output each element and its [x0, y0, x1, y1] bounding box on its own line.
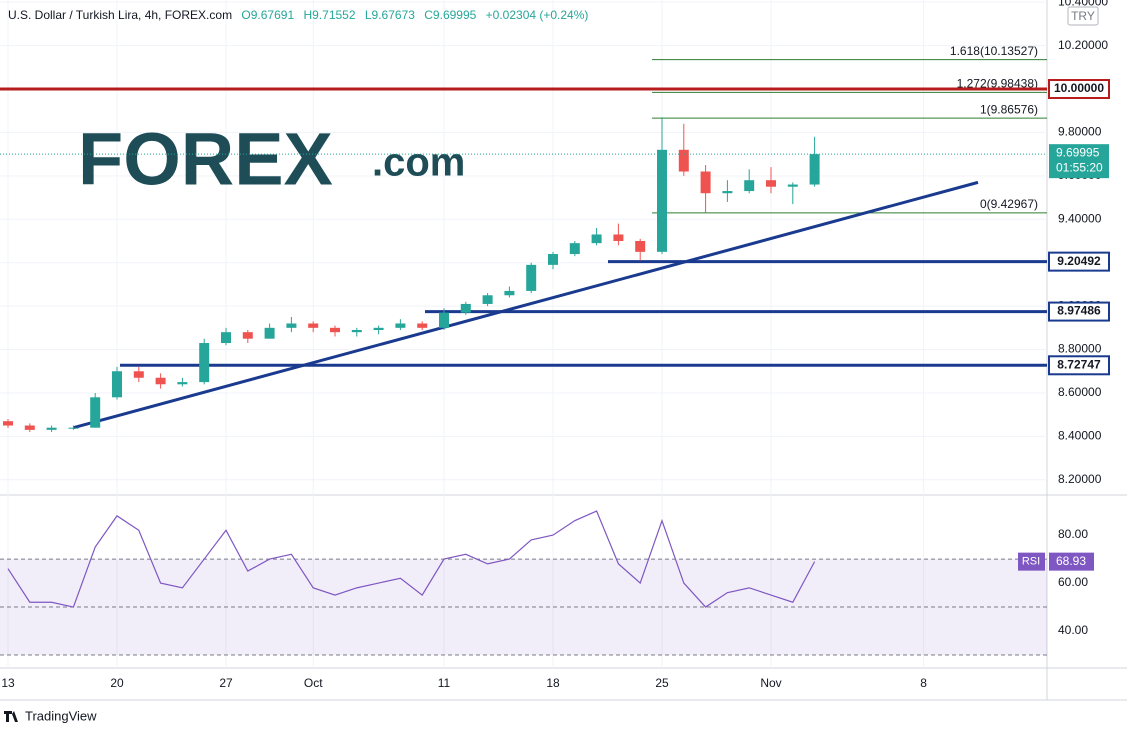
candle-body: [635, 240, 646, 252]
fib-label: 1(9.86576): [980, 102, 1038, 116]
x-tick-label: 18: [546, 676, 560, 690]
y-tick-label: 9.80000: [1058, 125, 1102, 139]
candle-body: [221, 332, 231, 344]
fib-label: 0(9.42967): [980, 197, 1038, 211]
x-tick-label: 8: [920, 676, 927, 690]
candle-body: [504, 290, 515, 296]
candle-body: [657, 149, 667, 252]
candle-body: [3, 421, 13, 426]
level-badge: [1048, 355, 1110, 376]
candle-body: [460, 303, 471, 313]
plot: 1.618(10.13527) 1.272(9.98438) 1(9.86576) 0…: [0, 44, 1047, 656]
candle-body: [613, 234, 624, 241]
candle-body: [439, 312, 449, 328]
candle-body: [722, 191, 733, 194]
currency-box: [1067, 6, 1099, 26]
x-tick-label: 20: [110, 676, 124, 690]
candle-body: [569, 243, 580, 255]
countdown: 01:55:20: [1056, 160, 1103, 174]
candle-body: [264, 327, 275, 339]
candle-body: [242, 332, 253, 339]
candle-body: [526, 264, 537, 291]
candle-body: [373, 327, 384, 330]
y-tick-label: 8.40000: [1058, 429, 1102, 443]
x-tick-label: Nov: [760, 676, 781, 690]
candle-body: [68, 427, 79, 429]
x-tick-label: 13: [1, 676, 15, 690]
logo-brand: FOREX: [78, 118, 333, 201]
symbol: U.S. Dollar / Turkish Lira, 4h, FOREX.co…: [8, 8, 232, 22]
candle-body: [351, 330, 362, 333]
level-badge: [1048, 251, 1110, 272]
rsi-value-badge: [1049, 552, 1094, 571]
candle-body: [308, 323, 319, 328]
open: O9.67691: [241, 8, 294, 22]
candle-body: [744, 180, 755, 192]
level-badge-label: 8.72747: [1057, 357, 1101, 371]
footer: TradingView: [25, 708, 97, 723]
y-tick-label: 10.40000: [1058, 0, 1108, 8]
y-tick-label: 60.00: [1058, 575, 1088, 589]
candle-body: [700, 171, 711, 194]
y-tick-label: 80.00: [1058, 527, 1088, 541]
header: U.S. Dollar / Turkish Lira, 4h, FOREX.co…: [8, 8, 588, 22]
x-tick-label: 25: [655, 676, 669, 690]
candle-body: [112, 371, 122, 398]
candle-body: [482, 295, 493, 304]
candle-body: [809, 154, 820, 185]
x-tick-label: 11: [438, 676, 451, 690]
candle-body: [24, 425, 35, 430]
candle-body: [286, 323, 297, 328]
candle-body: [330, 327, 340, 333]
y-tick-label: 8.20000: [1058, 472, 1102, 486]
y-tick-label: 8.60000: [1058, 385, 1102, 399]
candle-body: [155, 377, 166, 385]
candle-body: [90, 397, 101, 428]
fib-label: 1.618(10.13527): [950, 44, 1038, 58]
candle-body: [395, 323, 406, 328]
level-badge: [1048, 79, 1110, 100]
rsi-title: RSI: [1022, 556, 1040, 568]
y-tick-label: 9.40000: [1058, 211, 1102, 225]
candle-body: [591, 234, 602, 244]
y-tick-label: 10.20000: [1058, 38, 1108, 52]
level-badge: [1048, 301, 1110, 322]
last-price-label: 9.69995: [1056, 145, 1100, 159]
rsi-line: [7, 510, 816, 608]
fib-label: 1.272(9.98438): [957, 77, 1038, 91]
candle-body: [766, 180, 776, 187]
rsi-band: [0, 559, 1047, 656]
low: L9.67673: [365, 8, 415, 22]
trendline: [73, 180, 979, 430]
level-badge-label: 8.97486: [1057, 304, 1101, 318]
last-price-badge: [1049, 144, 1109, 179]
y-tick-label: 40.00: [1058, 623, 1088, 637]
high: H9.71552: [303, 8, 355, 22]
rsi-value-label: 68.93: [1056, 554, 1086, 568]
candle-body: [46, 427, 57, 430]
candle-body: [133, 371, 144, 378]
x-tick-label: 27: [219, 676, 233, 690]
tv-logo: [4, 711, 18, 722]
x-tick-label: Oct: [304, 676, 323, 690]
level-badge-label: 9.20492: [1057, 254, 1101, 268]
candle-body: [199, 343, 210, 383]
candle-body: [417, 323, 428, 328]
candle-body: [678, 149, 689, 172]
rsi-badge: [1018, 552, 1045, 571]
change: +0.02304 (+0.24%): [486, 8, 589, 22]
candle-body: [548, 254, 558, 265]
close: C9.69995: [424, 8, 476, 22]
logo-suffix: .com: [372, 141, 465, 185]
level-badge-label: 10.00000: [1054, 81, 1104, 95]
candle-body: [177, 382, 188, 385]
currency: TRY: [1071, 9, 1095, 23]
logo: FOREX .com: [78, 118, 465, 201]
candle-body: [787, 184, 798, 187]
y-tick-label: 8.80000: [1058, 342, 1102, 356]
